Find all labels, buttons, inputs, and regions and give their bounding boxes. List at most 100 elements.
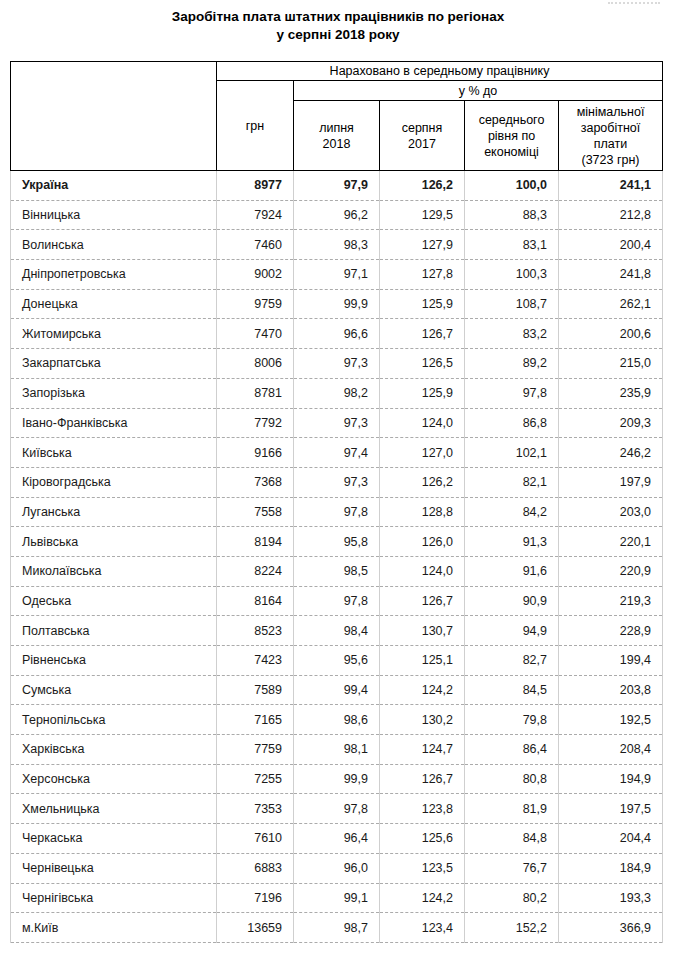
pct-to-july-2018: 97,8 <box>294 497 380 527</box>
pct-to-min-wage: 219,3 <box>559 586 663 616</box>
pct-to-min-wage: 220,1 <box>559 527 663 557</box>
pct-to-july-2018: 97,9 <box>294 171 380 201</box>
region-name: Чернігівська <box>11 883 217 913</box>
region-name: Закарпатська <box>11 349 217 379</box>
pct-to-aug-2017: 124,2 <box>380 675 465 705</box>
pct-to-min-wage: 209,3 <box>559 408 663 438</box>
pct-to-min-wage: 194,9 <box>559 764 663 794</box>
table-row: Тернопільська 7165 98,6 130,2 79,8 192,5 <box>11 705 663 735</box>
salary-uah-value: 8194 <box>217 527 294 557</box>
pct-to-july-2018: 95,6 <box>294 646 380 676</box>
pct-to-min-wage: 228,9 <box>559 616 663 646</box>
pct-to-july-2018: 99,9 <box>294 764 380 794</box>
pct-to-min-wage: 193,3 <box>559 883 663 913</box>
pct-to-july-2018: 98,1 <box>294 735 380 765</box>
pct-to-aug-2017: 129,5 <box>380 200 465 230</box>
region-name: Луганська <box>11 497 217 527</box>
pct-to-economy-avg: 90,9 <box>465 586 559 616</box>
pct-to-july-2018: 97,3 <box>294 349 380 379</box>
pct-to-min-wage: 184,9 <box>559 853 663 883</box>
pct-to-aug-2017: 123,5 <box>380 853 465 883</box>
region-name: Херсонська <box>11 764 217 794</box>
pct-to-economy-avg: 84,8 <box>465 824 559 854</box>
page: { "page": { "title_line1": "Заробітна пл… <box>0 0 676 956</box>
pct-to-economy-avg: 76,7 <box>465 853 559 883</box>
salary-uah-value: 7924 <box>217 200 294 230</box>
salary-uah-value: 7460 <box>217 230 294 260</box>
pct-to-aug-2017: 124,0 <box>380 556 465 586</box>
salary-uah-value: 7470 <box>217 319 294 349</box>
salary-uah-value: 6883 <box>217 853 294 883</box>
region-name: Дніпропетровська <box>11 260 217 290</box>
salary-uah-value: 7368 <box>217 467 294 497</box>
pct-to-min-wage: 366,9 <box>559 913 663 943</box>
pct-to-min-wage: 235,9 <box>559 378 663 408</box>
pct-to-july-2018: 97,8 <box>294 794 380 824</box>
page-title-line2: у серпні 2018 року <box>0 26 676 44</box>
header-col-economy-avg: середнього рівня по економіці <box>465 101 559 171</box>
pct-to-min-wage: 241,1 <box>559 171 663 201</box>
pct-to-july-2018: 97,8 <box>294 586 380 616</box>
region-name: Тернопільська <box>11 705 217 735</box>
pct-to-aug-2017: 128,8 <box>380 497 465 527</box>
table-row: Чернівецька 6883 96,0 123,5 76,7 184,9 <box>11 853 663 883</box>
pct-to-economy-avg: 84,5 <box>465 675 559 705</box>
pct-to-min-wage: 197,9 <box>559 467 663 497</box>
pct-to-min-wage: 262,1 <box>559 289 663 319</box>
region-name: Житомирська <box>11 319 217 349</box>
pct-to-economy-avg: 108,7 <box>465 289 559 319</box>
table-row: Кіровоградська 7368 97,3 126,2 82,1 197,… <box>11 467 663 497</box>
pct-to-aug-2017: 126,2 <box>380 467 465 497</box>
pct-to-min-wage: 241,8 <box>559 260 663 290</box>
salary-uah-value: 7353 <box>217 794 294 824</box>
pct-to-economy-avg: 80,8 <box>465 764 559 794</box>
header-col-aug-2017: серпня 2017 <box>380 101 465 171</box>
pct-to-aug-2017: 126,2 <box>380 171 465 201</box>
pct-to-min-wage: 203,8 <box>559 675 663 705</box>
pct-to-economy-avg: 88,3 <box>465 200 559 230</box>
pct-to-july-2018: 98,2 <box>294 378 380 408</box>
pct-to-july-2018: 96,6 <box>294 319 380 349</box>
salary-uah-value: 8224 <box>217 556 294 586</box>
region-name: м.Київ <box>11 913 217 943</box>
region-name: Івано-Франківська <box>11 408 217 438</box>
salary-uah-value: 8977 <box>217 171 294 201</box>
pct-to-economy-avg: 100,3 <box>465 260 559 290</box>
pct-to-min-wage: 199,4 <box>559 646 663 676</box>
pct-to-economy-avg: 97,8 <box>465 378 559 408</box>
table-row: Луганська 7558 97,8 128,8 84,2 203,0 <box>11 497 663 527</box>
table-row: Хмельницька 7353 97,8 123,8 81,9 197,5 <box>11 794 663 824</box>
region-name: Вінницька <box>11 200 217 230</box>
pct-to-july-2018: 96,0 <box>294 853 380 883</box>
table-row: Одеська 8164 97,8 126,7 90,9 219,3 <box>11 586 663 616</box>
salary-uah-value: 7610 <box>217 824 294 854</box>
salary-uah-value: 8006 <box>217 349 294 379</box>
pct-to-aug-2017: 126,7 <box>380 764 465 794</box>
pct-to-aug-2017: 127,0 <box>380 438 465 468</box>
cropped-corner-artifact <box>608 2 660 4</box>
region-name: Запорізька <box>11 378 217 408</box>
pct-to-aug-2017: 130,7 <box>380 616 465 646</box>
pct-to-aug-2017: 126,5 <box>380 349 465 379</box>
table-row: Чернігівська 7196 99,1 124,2 80,2 193,3 <box>11 883 663 913</box>
salary-uah-value: 7759 <box>217 735 294 765</box>
salary-uah-value: 8164 <box>217 586 294 616</box>
pct-to-aug-2017: 124,0 <box>380 408 465 438</box>
table-row: Київська 9166 97,4 127,0 102,1 246,2 <box>11 438 663 468</box>
pct-to-economy-avg: 86,8 <box>465 408 559 438</box>
salary-uah-value: 13659 <box>217 913 294 943</box>
pct-to-aug-2017: 125,9 <box>380 289 465 319</box>
pct-to-min-wage: 220,9 <box>559 556 663 586</box>
pct-to-economy-avg: 83,2 <box>465 319 559 349</box>
table-row: Закарпатська 8006 97,3 126,5 89,2 215,0 <box>11 349 663 379</box>
pct-to-july-2018: 98,4 <box>294 616 380 646</box>
pct-to-economy-avg: 80,2 <box>465 883 559 913</box>
region-name: Миколаївська <box>11 556 217 586</box>
region-name: Чернівецька <box>11 853 217 883</box>
salary-table: Нараховано в середньому працівнику грн у… <box>10 61 663 943</box>
salary-uah-value: 9002 <box>217 260 294 290</box>
table-row: Запорізька 8781 98,2 125,9 97,8 235,9 <box>11 378 663 408</box>
pct-to-aug-2017: 126,0 <box>380 527 465 557</box>
pct-to-aug-2017: 130,2 <box>380 705 465 735</box>
pct-to-min-wage: 208,4 <box>559 735 663 765</box>
